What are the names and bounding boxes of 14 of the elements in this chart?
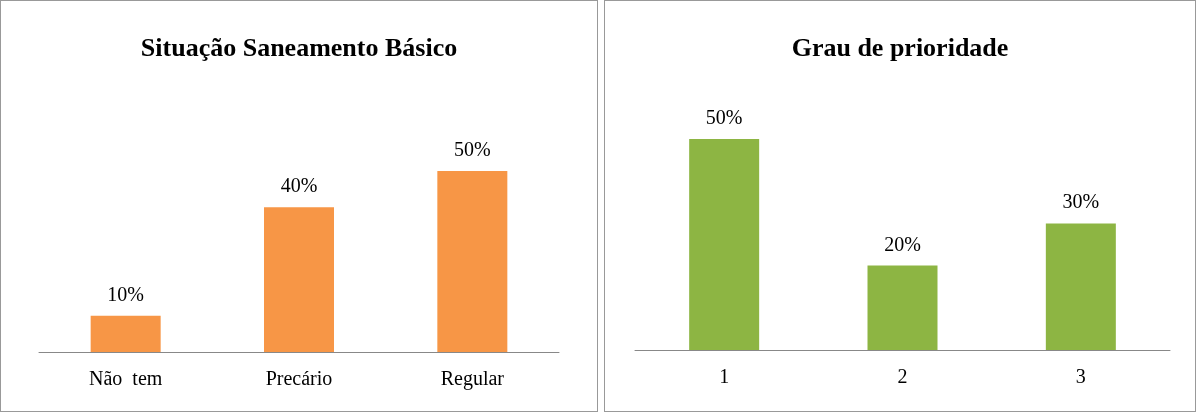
x-tick-label: 3 xyxy=(1075,365,1086,387)
data-label: 40% xyxy=(280,174,318,197)
x-tick-label: Não tem xyxy=(89,367,163,389)
data-label: 10% xyxy=(107,282,144,305)
data-label: 50% xyxy=(705,106,743,128)
data-label: 50% xyxy=(454,138,491,160)
x-tick-label: Precário xyxy=(265,367,333,389)
x-tick-label: 1 xyxy=(719,365,730,387)
data-label: 30% xyxy=(1062,190,1100,213)
chart-title: Situação Saneamento Básico xyxy=(140,32,458,62)
chart-title: Grau de prioridade xyxy=(791,32,1009,62)
data-label: 20% xyxy=(884,232,921,255)
x-tick-label: Regular xyxy=(440,367,505,390)
x-tick-label: 2 xyxy=(897,365,908,387)
